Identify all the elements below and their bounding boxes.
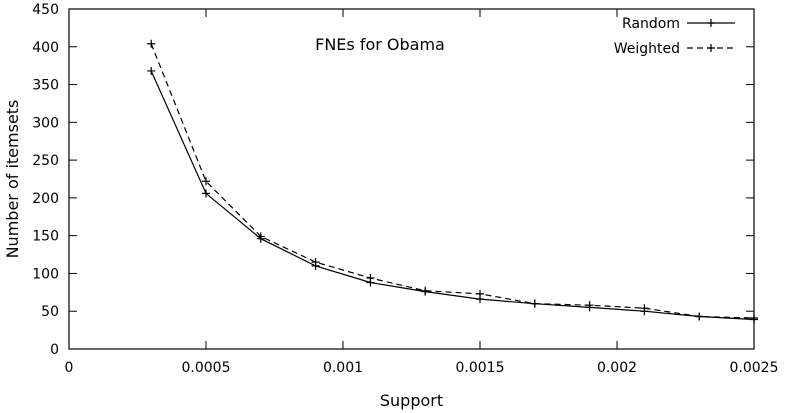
plot-frame <box>68 8 755 350</box>
axis-tick-labels: 0 0.0005 0.001 0.0015 0.002 0.0025 0 50 100 150 20… <box>32 2 778 376</box>
series-line-random <box>150 70 755 321</box>
legend-marker <box>707 19 715 27</box>
data-point <box>311 258 320 267</box>
legend-marker <box>707 44 715 52</box>
data-point <box>202 189 210 198</box>
series-layer <box>147 39 758 324</box>
data-point <box>147 39 156 48</box>
series-random <box>147 66 758 324</box>
x-tick-label: 0.0015 <box>456 360 505 376</box>
x-tick-label: 0.002 <box>597 360 637 376</box>
series-weighted <box>147 39 758 323</box>
y-tick-label: 250 <box>32 153 59 169</box>
series-line-weighted <box>150 43 755 319</box>
y-tick-label: 400 <box>32 40 59 56</box>
chart-title: FNEs for Obama <box>315 35 445 54</box>
y-tick-label: 100 <box>32 266 59 282</box>
y-tick-label: 450 <box>32 2 59 18</box>
x-axis-title: Support <box>380 391 443 410</box>
data-point <box>202 177 210 186</box>
data-point <box>530 299 539 308</box>
data-point <box>750 314 758 323</box>
y-tick-label: 150 <box>32 229 59 245</box>
y-tick-label: 300 <box>32 115 59 131</box>
x-tick-label: 0.0005 <box>182 360 231 376</box>
data-point <box>585 301 594 310</box>
y-tick-label: 0 <box>50 342 59 358</box>
y-tick-label: 350 <box>32 78 59 94</box>
legend-label-random: Random <box>622 16 680 32</box>
y-tick-label: 50 <box>41 304 59 320</box>
legend-label-weighted: Weighted <box>614 41 680 57</box>
data-point <box>695 312 704 321</box>
data-point <box>366 273 375 282</box>
x-tick-label: 0.001 <box>323 360 363 376</box>
x-tick-label: 0.0025 <box>730 360 779 376</box>
data-point <box>421 286 430 295</box>
x-tick-label: 0 <box>65 360 74 376</box>
data-point <box>147 66 156 75</box>
legend: Random Weighted <box>614 16 735 57</box>
data-point <box>640 304 649 313</box>
data-point <box>256 232 265 241</box>
y-tick-label: 200 <box>32 191 59 207</box>
axis-ticks <box>68 8 755 350</box>
y-axis-title: Number of itemsets <box>3 100 22 259</box>
data-point <box>476 289 484 298</box>
